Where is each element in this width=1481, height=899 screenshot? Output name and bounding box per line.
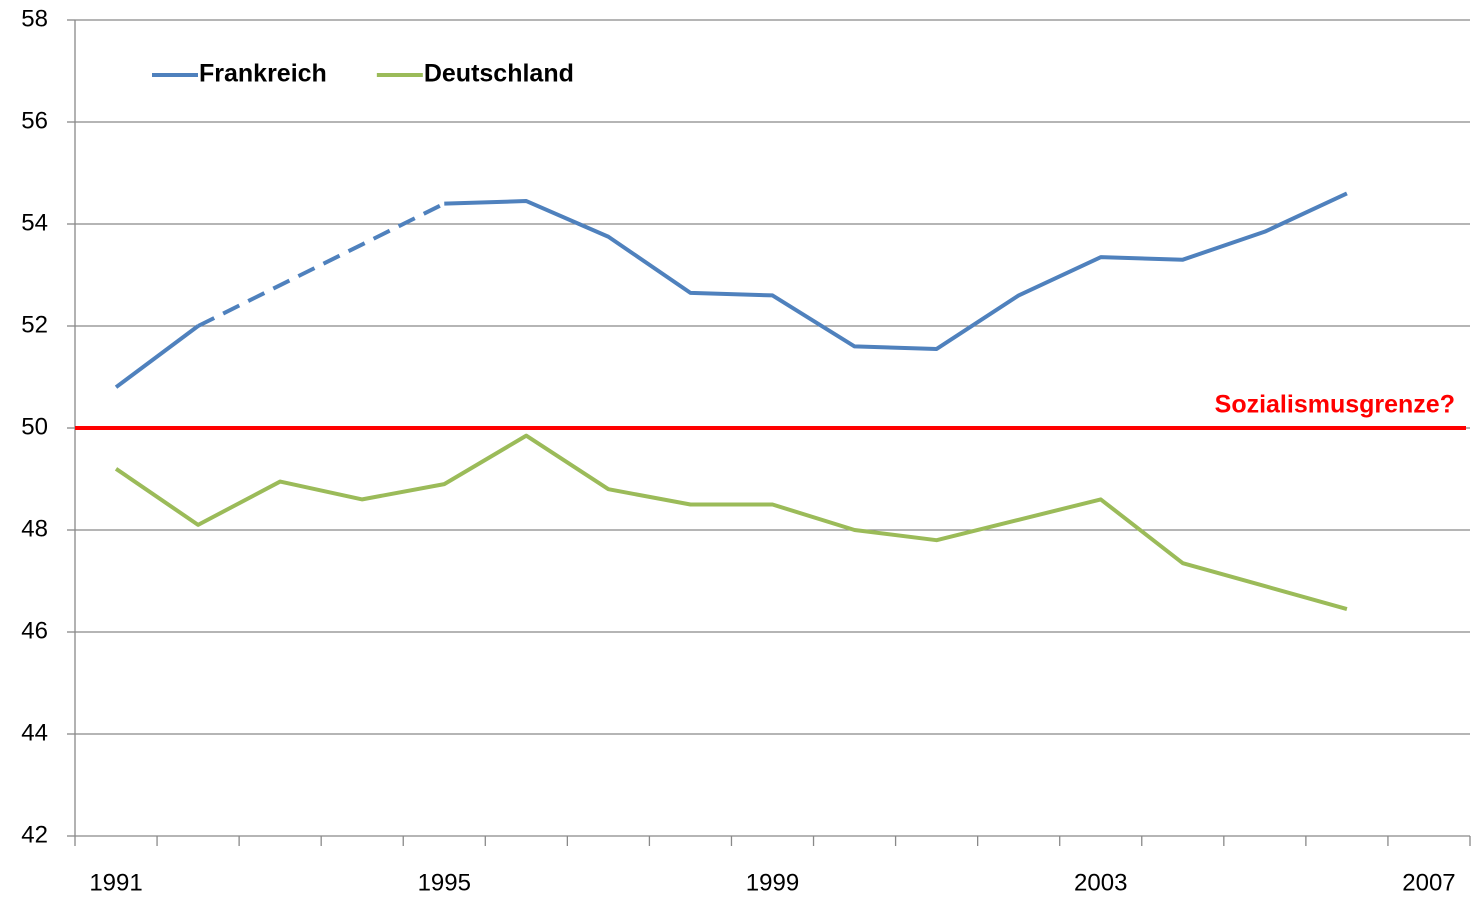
y-tick-label: 54 — [21, 209, 48, 236]
y-tick-label: 56 — [21, 107, 48, 134]
y-tick-label: 58 — [21, 5, 48, 32]
x-tick-label: 2003 — [1074, 869, 1127, 896]
y-tick-label: 42 — [21, 821, 48, 848]
x-tick-label: 1995 — [418, 869, 471, 896]
annotation: Sozialismusgrenze? — [1215, 391, 1455, 419]
x-tick-label: 1991 — [89, 869, 142, 896]
x-tick-label: 2007 — [1402, 869, 1455, 896]
line-series — [114, 324, 200, 389]
y-tick-label: 48 — [21, 515, 48, 542]
y-tick-label: 52 — [21, 311, 48, 338]
line-series — [114, 433, 1348, 611]
x-tick-label: 1999 — [746, 869, 799, 896]
legend-label: Frankreich — [199, 60, 327, 88]
y-tick-label: 44 — [21, 719, 48, 746]
line-series — [197, 201, 446, 328]
y-tick-label: 50 — [21, 413, 48, 440]
y-tick-label: 46 — [21, 617, 48, 644]
line-series — [444, 191, 1348, 351]
legend-label: Deutschland — [424, 60, 574, 88]
